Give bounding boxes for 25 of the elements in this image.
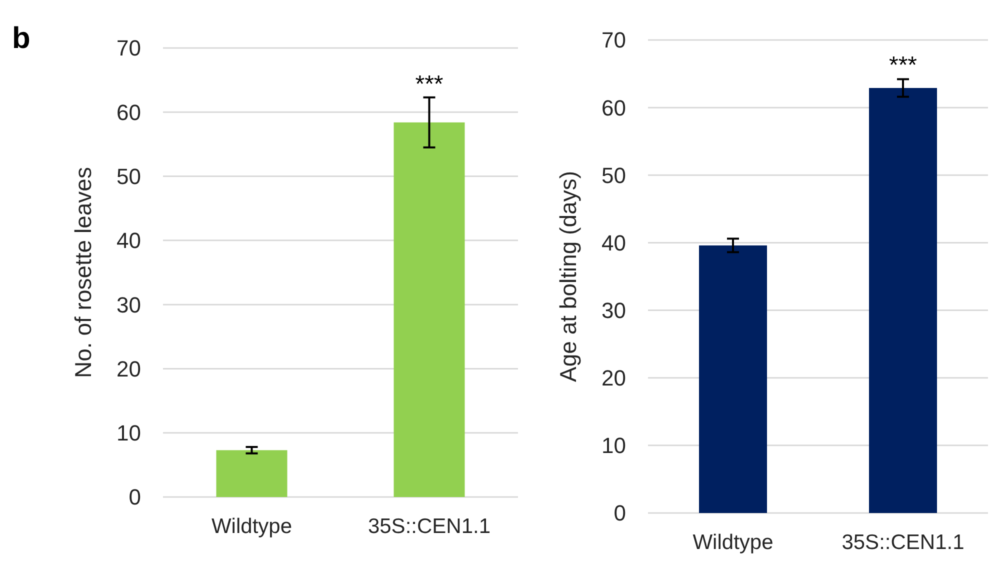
y-tick-label: 60 [116,100,141,125]
y-tick-label: 10 [602,433,626,458]
y-tick-label: 60 [602,95,626,120]
y-tick-label: 70 [116,36,141,61]
y-tick-label: 20 [116,356,141,382]
x-tick-label: Wildtype [211,515,292,538]
y-tick-label: 40 [116,228,141,254]
x-tick-label: 35S::CEN1.1 [842,531,964,554]
x-tick-label: Wildtype [692,531,774,554]
y-tick-label: 30 [602,298,626,323]
y-axis-title: No. of rosette leaves [70,167,96,378]
y-tick-label: 0 [614,500,626,526]
annotation: *** [415,71,444,98]
annotation: *** [888,52,918,80]
y-tick-label: 40 [602,230,626,256]
y-tick-label: 70 [602,28,626,53]
y-axis-title: Age at bolting (days) [555,171,581,382]
y-tick-label: 20 [602,366,626,391]
y-tick-label: 30 [116,292,141,318]
y-tick-label: 50 [602,162,626,188]
x-tick-label: 35S::CEN1.1 [368,515,491,538]
y-tick-label: 10 [116,420,141,446]
y-tick-label: 50 [116,164,141,189]
y-tick-label: 0 [128,484,141,510]
text: b [12,22,30,55]
